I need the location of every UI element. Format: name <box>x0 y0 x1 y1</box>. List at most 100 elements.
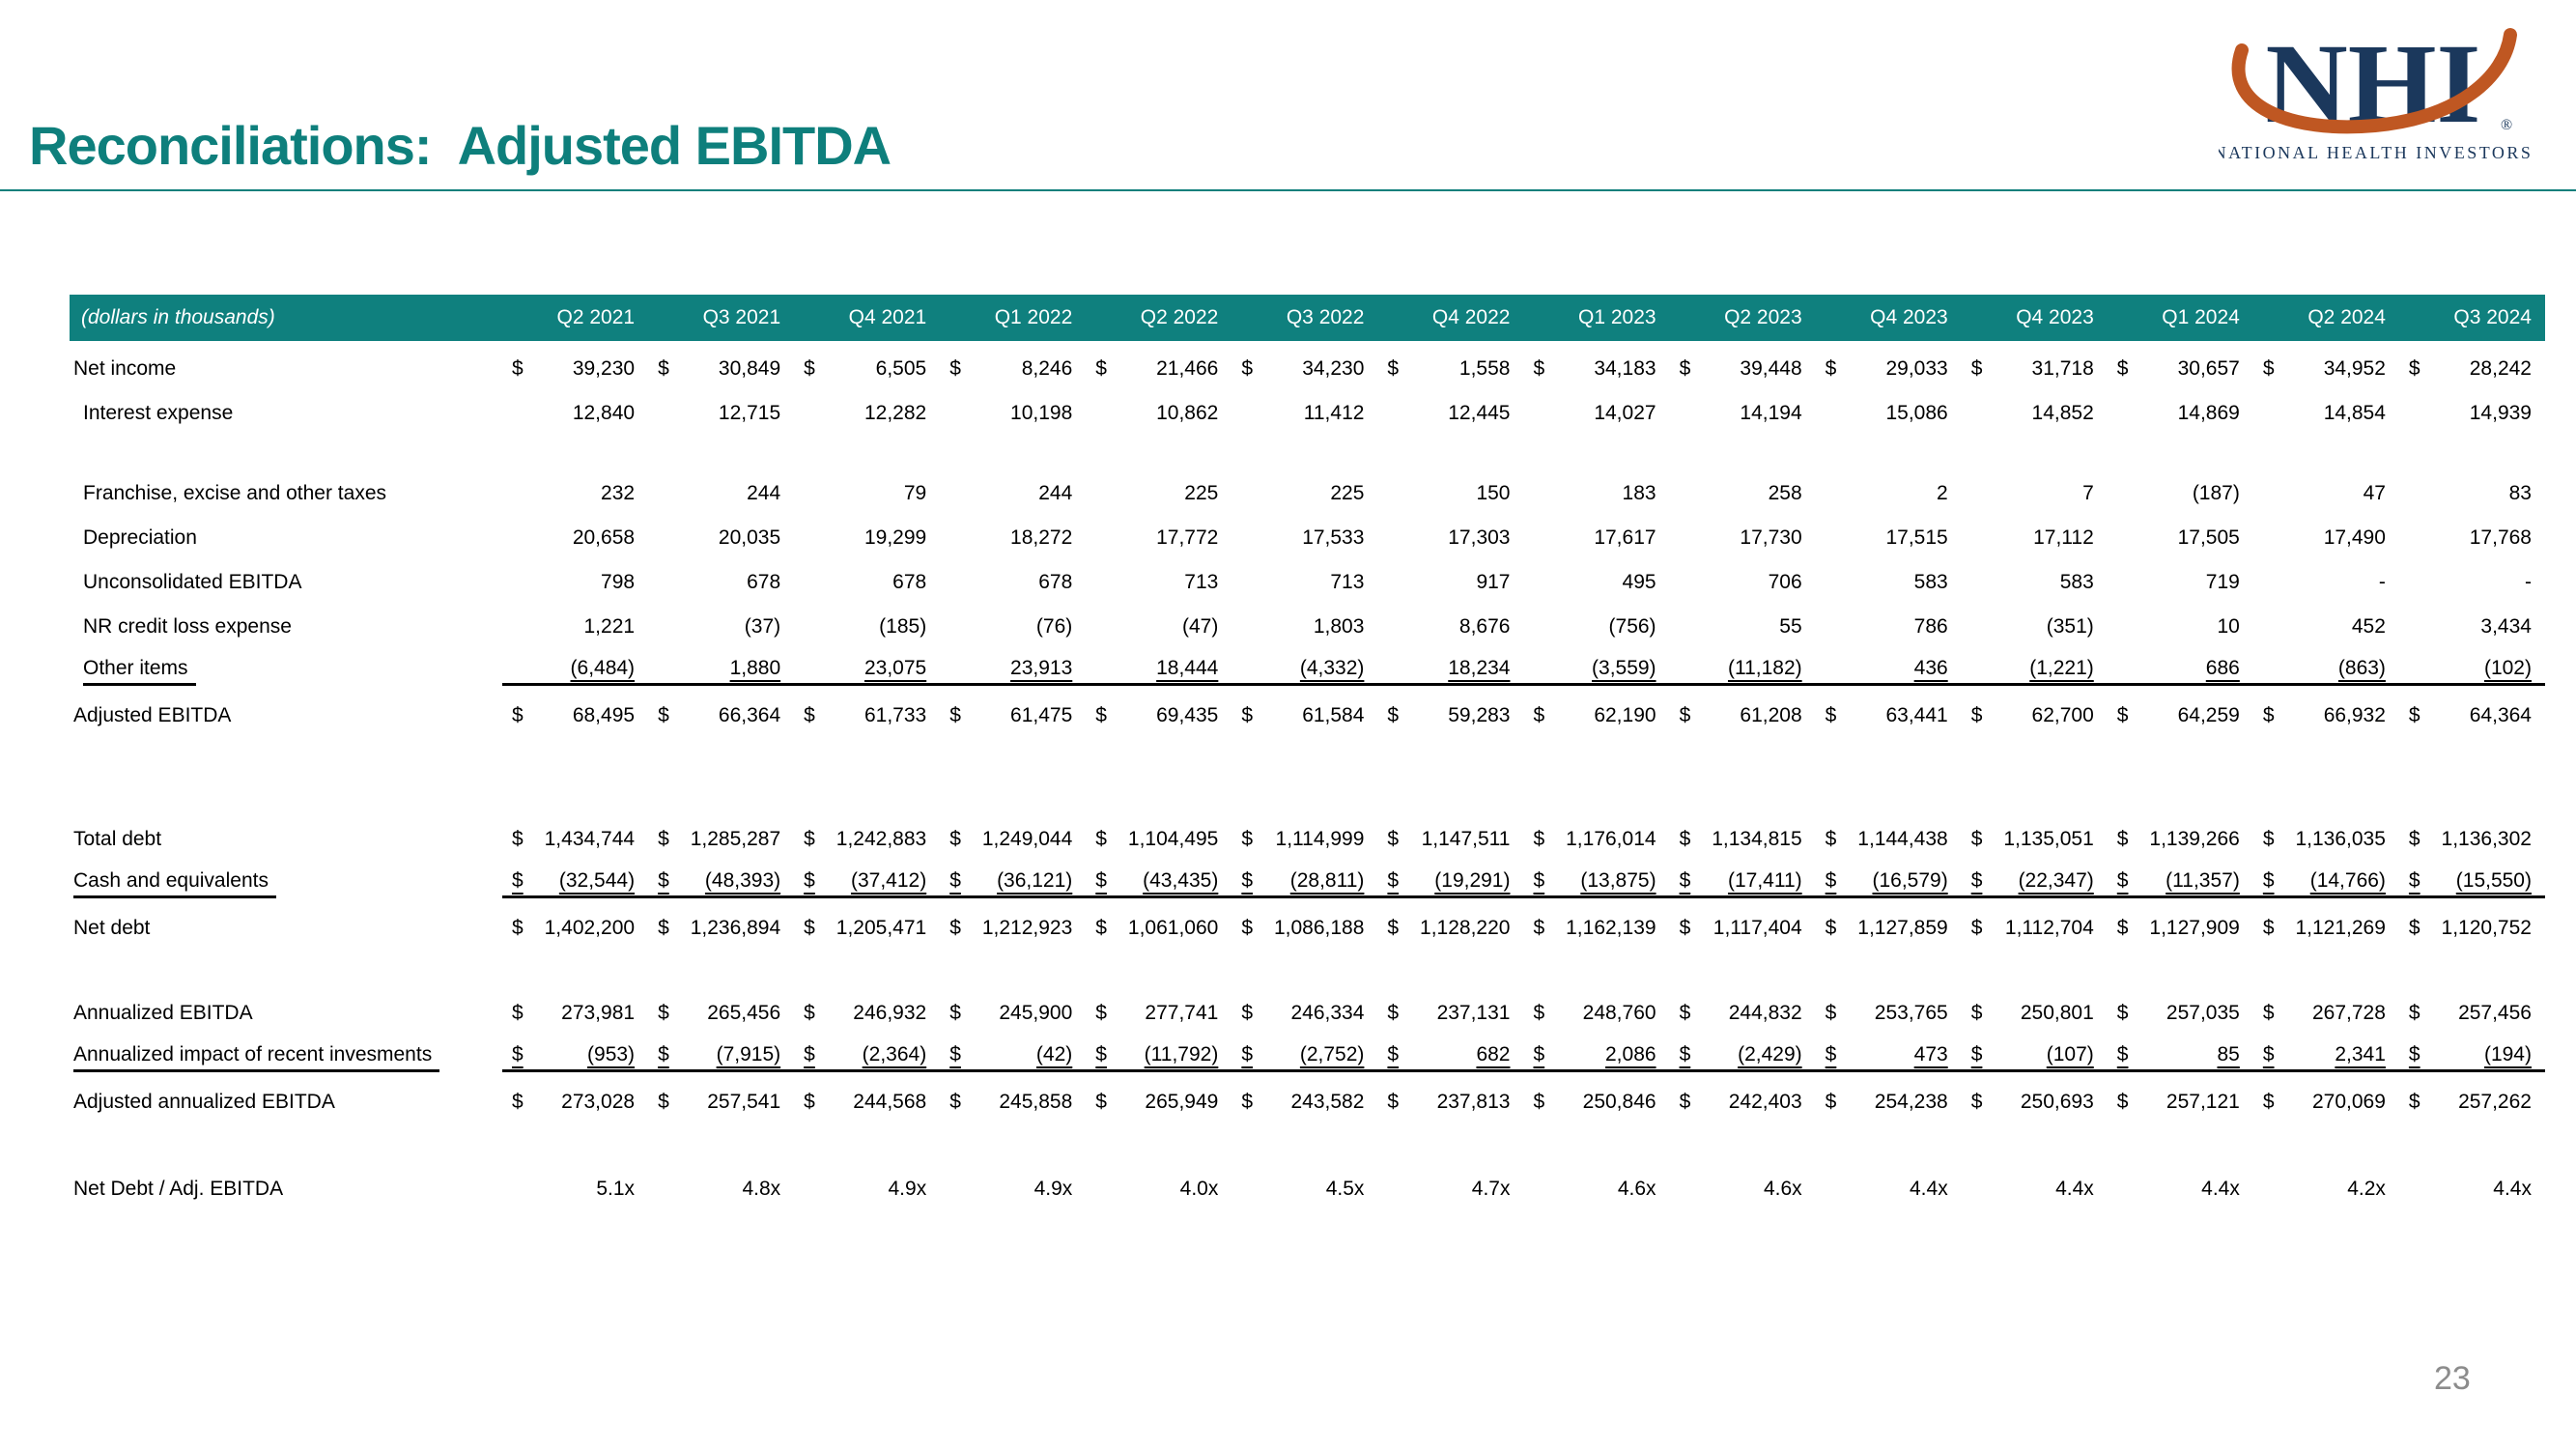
table-cell: $ (11,792) <box>1086 1043 1232 1072</box>
cell-value: 257,121 <box>2166 1091 2240 1113</box>
cell-value: 59,283 <box>1448 704 1511 726</box>
dollar-sign: $ <box>1241 704 1254 726</box>
table-cell: $1,136,035 <box>2253 828 2399 851</box>
table-cell: $1,128,220 <box>1377 917 1523 940</box>
table-cell: $250,693 <box>1962 1091 2108 1114</box>
cell-value: 495 <box>1622 571 1656 593</box>
table-cell: 244 <box>940 482 1086 505</box>
cell-value: 713 <box>1184 571 1219 593</box>
dollar-sign: $ <box>2408 1043 2420 1065</box>
cell-value: 3,434 <box>2480 615 2532 638</box>
table-cell: 4.4x <box>2108 1178 2253 1201</box>
table-cell: $270,069 <box>2253 1091 2399 1114</box>
dollar-sign: $ <box>1679 1091 1691 1113</box>
cell-value: 1,117,404 <box>1713 917 1802 939</box>
row-label: Franchise, excise and other taxes <box>83 482 386 504</box>
cell-value: 17,505 <box>2177 526 2240 549</box>
cell-value: 265,949 <box>1145 1091 1219 1113</box>
table-row: Adjusted annualized EBITDA $273,028 $257,5… <box>70 1080 2545 1124</box>
row-label: Depreciation <box>83 526 197 549</box>
cell-value: 64,259 <box>2177 704 2240 726</box>
table-cell: (102) <box>2398 657 2545 686</box>
cell-value: 1,285,287 <box>690 828 781 850</box>
cell-value: 237,131 <box>1436 1002 1511 1024</box>
cell-value: - <box>2524 571 2532 593</box>
cell-value: 17,617 <box>1594 526 1656 549</box>
row-label: Annualized impact of recent invesments <box>73 1043 440 1072</box>
cell-value: 1,162,139 <box>1566 917 1656 939</box>
page-title: Reconciliations: Adjusted EBITDA <box>29 115 892 176</box>
table-cell: $246,932 <box>794 1002 940 1025</box>
table-cell: 18,272 <box>940 526 1086 550</box>
dollar-sign: $ <box>1679 828 1691 850</box>
cell-value: 79 <box>903 482 927 504</box>
column-header: Q4 2022 <box>1431 306 1511 328</box>
row-label: Other items <box>83 657 196 686</box>
dollar-sign: $ <box>1387 1043 1400 1065</box>
dollar-sign: $ <box>2116 869 2129 892</box>
table-row: Franchise, excise and other taxes 232 244 7… <box>70 471 2545 516</box>
row-label: Cash and equivalents <box>73 869 276 898</box>
cell-value: (194) <box>2483 1043 2532 1065</box>
table-cell: $ (2,429) <box>1669 1043 1816 1072</box>
table-cell: $2,086 <box>1523 1043 1670 1072</box>
table-cell: 17,533 <box>1231 526 1377 550</box>
table-cell: $248,760 <box>1523 1002 1669 1025</box>
dollar-sign: $ <box>658 917 669 939</box>
cell-value: 713 <box>1330 571 1365 593</box>
table-cell: $1,249,044 <box>940 828 1086 851</box>
cell-value: (17,411) <box>1727 869 1802 892</box>
cell-value: 69,435 <box>1156 704 1219 726</box>
table-cell: 917 <box>1377 571 1523 594</box>
cell-value: 232 <box>601 482 636 504</box>
cell-value: 917 <box>1476 571 1511 593</box>
table-cell: $237,131 <box>1377 1002 1523 1025</box>
cell-value: 250,693 <box>2020 1091 2094 1113</box>
column-header: Q1 2022 <box>994 306 1073 328</box>
cell-value: (13,875) <box>1580 869 1656 892</box>
cell-value: 244,832 <box>1728 1002 1802 1024</box>
cell-value: 257,541 <box>707 1091 781 1113</box>
cell-value: (16,579) <box>1872 869 1948 892</box>
table-cell: $257,541 <box>648 1091 794 1114</box>
cell-value: 1,558 <box>1458 357 1511 380</box>
cell-value: 254,238 <box>1874 1091 1948 1113</box>
table-cell: 17,772 <box>1086 526 1231 550</box>
column-header: Q2 2022 <box>1140 306 1219 328</box>
cell-value: (185) <box>879 615 927 638</box>
cell-value: 270,069 <box>2312 1091 2386 1113</box>
table-cell: 4.2x <box>2253 1178 2399 1201</box>
cell-value: 14,194 <box>1740 402 1802 424</box>
cell-value: 18,444 <box>1156 657 1219 679</box>
cell-value: 23,075 <box>863 657 927 679</box>
dollar-sign: $ <box>2262 357 2275 380</box>
cell-value: 265,456 <box>707 1002 781 1024</box>
column-header: Q1 2023 <box>1577 306 1656 328</box>
table-cell: $30,849 <box>648 357 794 381</box>
table-cell: 55 <box>1670 615 1816 639</box>
cell-value: (3,559) <box>1592 657 1656 679</box>
table-cell: 10,198 <box>940 402 1086 425</box>
dollar-sign: $ <box>512 1002 524 1024</box>
dollar-sign: $ <box>2116 917 2129 939</box>
dollar-sign: $ <box>1387 1091 1400 1113</box>
cell-value: 1,134,815 <box>1712 828 1802 850</box>
table-cell: 3,434 <box>2399 615 2545 639</box>
table-cell: (4,332) <box>1231 657 1378 686</box>
cell-value: 14,854 <box>2323 402 2386 424</box>
table-cell: $257,035 <box>2108 1002 2253 1025</box>
table-cell: 678 <box>940 571 1086 594</box>
cell-value: (1,221) <box>2029 657 2094 679</box>
cell-value: 34,183 <box>1594 357 1656 380</box>
dollar-sign: $ <box>1679 1043 1691 1065</box>
dollar-sign: $ <box>1533 828 1545 850</box>
table-cell: 258 <box>1670 482 1816 505</box>
dollar-sign: $ <box>1387 1002 1400 1024</box>
dollar-sign: $ <box>1387 869 1400 892</box>
table-group-3: Total debt $1,434,744 $1,285,287 $1,242,883… <box>70 817 2545 951</box>
dollar-sign: $ <box>1970 869 1983 892</box>
table-cell: - <box>2399 571 2545 594</box>
table-cell: 225 <box>1086 482 1231 505</box>
dollar-sign: $ <box>2262 1091 2275 1113</box>
cell-value: 14,027 <box>1594 402 1656 424</box>
